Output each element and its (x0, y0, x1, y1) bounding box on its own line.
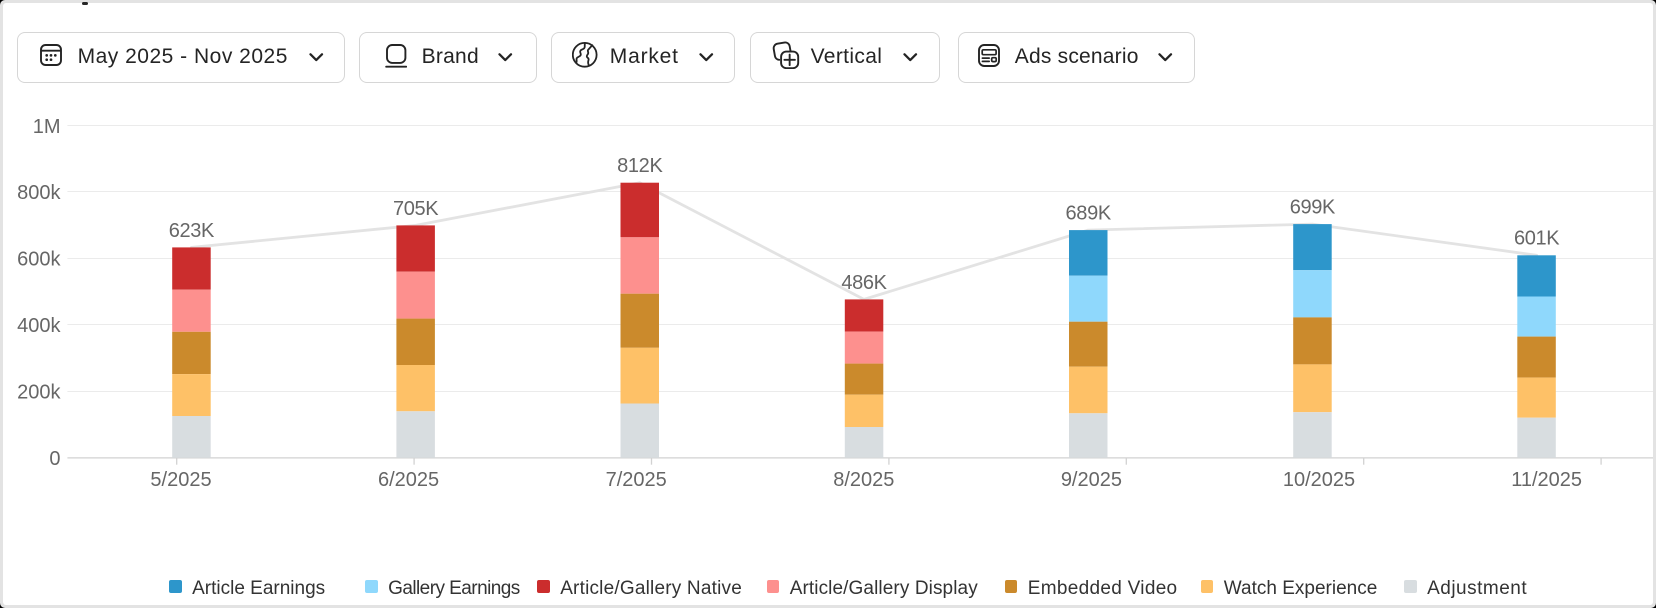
svg-text:9/2025: 9/2025 (1061, 469, 1122, 491)
svg-text:699K: 699K (1290, 197, 1336, 219)
svg-text:705K: 705K (393, 198, 439, 220)
svg-text:800k: 800k (17, 182, 61, 204)
svg-text:689K: 689K (1066, 203, 1112, 225)
svg-text:601K: 601K (1514, 228, 1560, 250)
svg-text:10/2025: 10/2025 (1283, 469, 1355, 491)
svg-text:200k: 200k (17, 381, 61, 403)
svg-text:600k: 600k (17, 249, 61, 271)
svg-text:400k: 400k (17, 315, 61, 337)
svg-text:8/2025: 8/2025 (833, 469, 894, 491)
svg-text:7/2025: 7/2025 (606, 469, 667, 491)
svg-text:11/2025: 11/2025 (1511, 469, 1582, 491)
svg-text:623K: 623K (169, 220, 215, 242)
svg-text:486K: 486K (841, 272, 887, 294)
svg-text:812K: 812K (617, 155, 663, 177)
svg-text:0: 0 (49, 448, 60, 470)
svg-text:5/2025: 5/2025 (150, 469, 211, 491)
svg-text:6/2025: 6/2025 (378, 469, 439, 491)
svg-text:1M: 1M (33, 116, 61, 138)
